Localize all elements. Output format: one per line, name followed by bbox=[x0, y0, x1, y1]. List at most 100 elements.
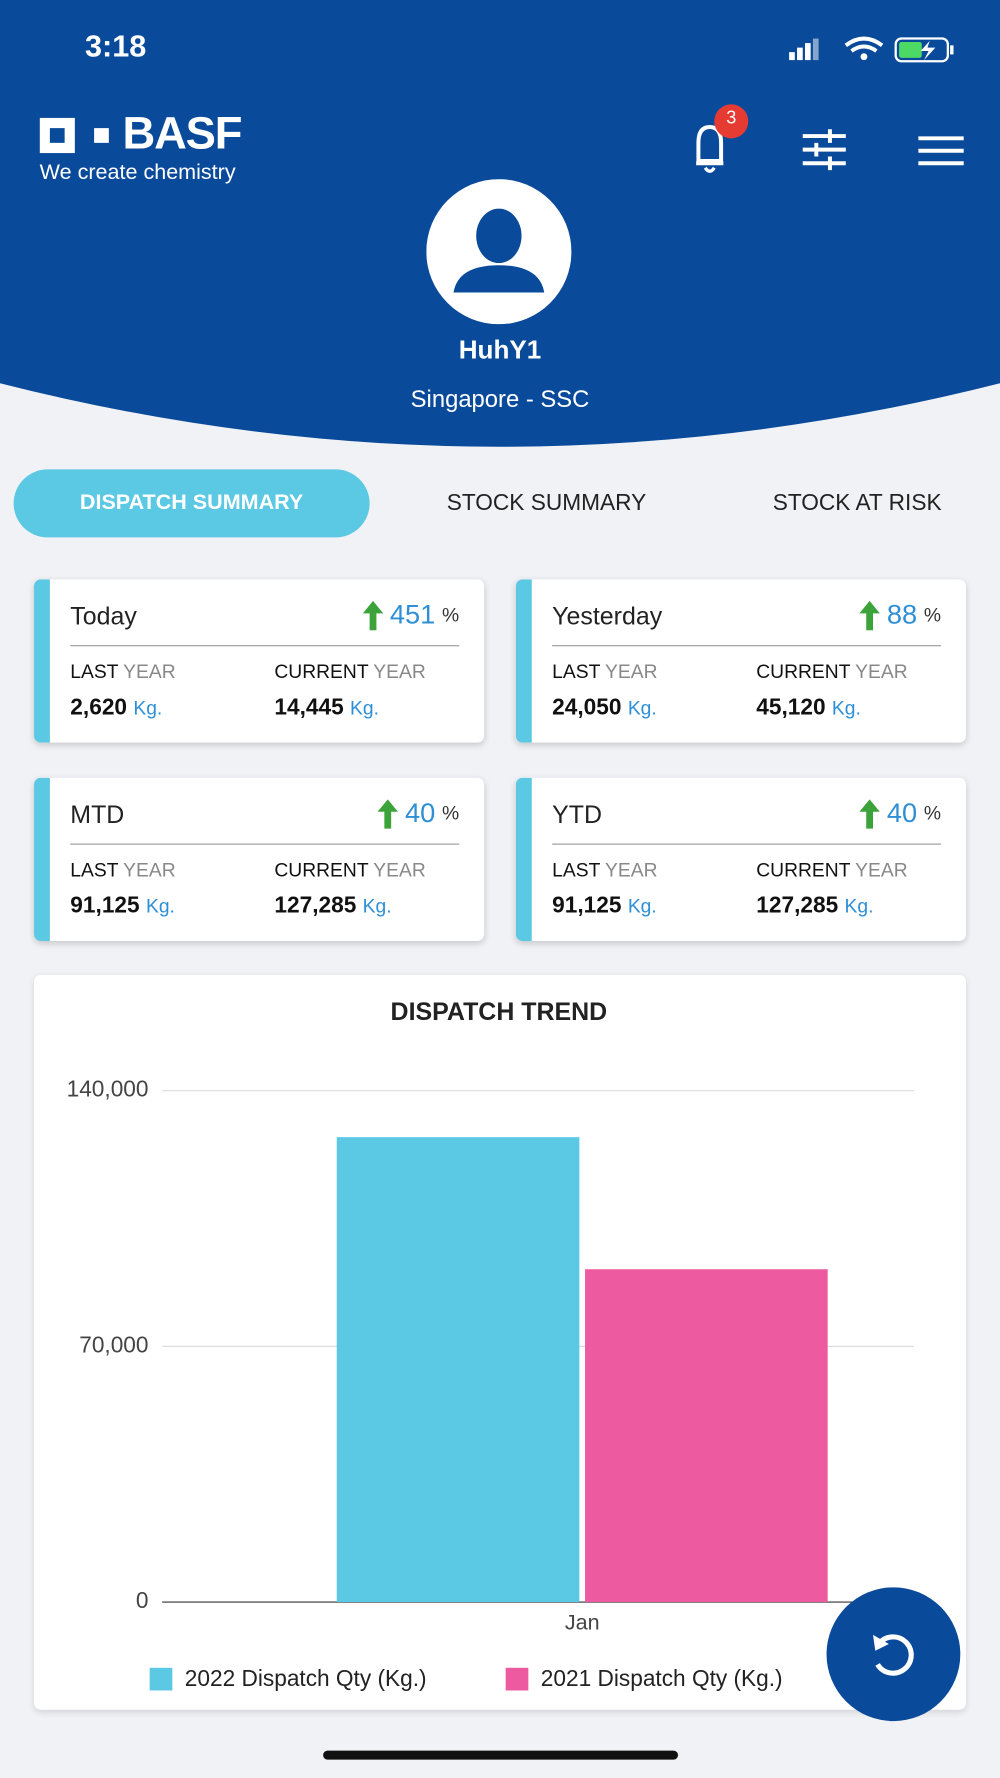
year-label: CURRENT YEAR bbox=[274, 661, 425, 684]
label-word: YEAR bbox=[373, 859, 426, 881]
refresh-button[interactable] bbox=[825, 1587, 961, 1723]
year-label: CURRENT YEAR bbox=[756, 859, 907, 882]
year-value: 127,285 Kg. bbox=[756, 893, 873, 919]
legend-label: 2022 Dispatch Qty (Kg.) bbox=[185, 1665, 427, 1691]
card-change: 40% bbox=[377, 798, 460, 830]
summary-card[interactable]: Yesterday 88% LAST YEAR 24,050 Kg. CURRENT Y… bbox=[515, 579, 966, 743]
qty: 24,050 bbox=[552, 695, 622, 720]
logo-tagline: We create chemistry bbox=[39, 160, 236, 185]
qty-unit: Kg. bbox=[145, 895, 175, 918]
year-label: LAST YEAR bbox=[70, 859, 175, 882]
home-indicator bbox=[323, 1750, 679, 1760]
tab[interactable]: STOCK SUMMARY bbox=[446, 490, 647, 516]
label-word: YEAR bbox=[123, 660, 176, 683]
change-value: 88 bbox=[886, 599, 918, 631]
change-unit: % bbox=[442, 604, 460, 626]
bar bbox=[336, 1137, 580, 1603]
change-unit: % bbox=[923, 802, 942, 825]
qty: 127,285 bbox=[274, 893, 357, 919]
change-unit: % bbox=[923, 604, 942, 626]
card-accent bbox=[515, 777, 532, 942]
qty-unit: Kg. bbox=[627, 895, 657, 918]
chart: DISPATCH TREND 0 70,000 140,000 Jan 2022 Dis… bbox=[67, 998, 914, 1691]
summary-card[interactable]: YTD 40% LAST YEAR 91,125 Kg. CURRENT YEAR 127… bbox=[515, 777, 966, 942]
qty: 91,125 bbox=[552, 893, 622, 919]
menu-button[interactable] bbox=[916, 134, 966, 168]
label-word: CURRENT bbox=[756, 859, 851, 881]
label-word: LAST bbox=[552, 660, 601, 683]
legend-swatch bbox=[505, 1667, 529, 1691]
label-word: CURRENT bbox=[274, 660, 369, 683]
label-word: LAST bbox=[70, 859, 119, 881]
year-label: LAST YEAR bbox=[552, 661, 657, 684]
user-location: Singapore - SSC bbox=[410, 386, 590, 413]
qty-unit: Kg. bbox=[133, 697, 163, 719]
qty: 45,120 bbox=[756, 695, 826, 720]
qty-unit: Kg. bbox=[350, 697, 379, 719]
filter-button[interactable] bbox=[800, 127, 850, 172]
change-unit: % bbox=[442, 802, 460, 825]
notification-badge: 3 bbox=[726, 108, 737, 129]
legend-swatch bbox=[149, 1667, 173, 1691]
card-change: 451% bbox=[362, 599, 460, 632]
card-divider bbox=[552, 843, 942, 845]
year-value: 91,125 Kg. bbox=[70, 893, 175, 919]
label-word: LAST bbox=[70, 660, 119, 683]
y-tick-label: 0 bbox=[136, 1587, 149, 1613]
label-word: YEAR bbox=[123, 859, 176, 881]
avatar[interactable] bbox=[426, 179, 572, 325]
year-label: CURRENT YEAR bbox=[756, 661, 907, 684]
notification-button[interactable] bbox=[680, 104, 771, 183]
y-tick-label: 70,000 bbox=[79, 1331, 148, 1357]
label-word: CURRENT bbox=[274, 859, 369, 881]
status-time: 3:18 bbox=[85, 29, 147, 64]
label-word: YEAR bbox=[605, 859, 658, 881]
status-icons bbox=[789, 36, 954, 63]
qty-unit: Kg. bbox=[362, 895, 392, 918]
tab[interactable]: STOCK AT RISK bbox=[772, 490, 942, 516]
card-divider bbox=[70, 843, 460, 845]
card-accent bbox=[34, 777, 50, 942]
y-tick-label: 140,000 bbox=[67, 1076, 149, 1102]
card-title: MTD bbox=[70, 800, 125, 829]
card-title: YTD bbox=[552, 800, 603, 829]
card-change: 40% bbox=[859, 798, 942, 830]
label-word: LAST bbox=[552, 859, 601, 881]
card-title: Today bbox=[70, 602, 137, 631]
qty: 127,285 bbox=[756, 893, 839, 919]
year-value: 91,125 Kg. bbox=[552, 893, 657, 919]
label-word: CURRENT bbox=[756, 660, 851, 683]
label-word: YEAR bbox=[855, 859, 908, 881]
up-arrow bbox=[859, 799, 881, 829]
change-value: 40 bbox=[886, 798, 918, 829]
up-arrow bbox=[362, 600, 384, 631]
summary-card[interactable]: MTD 40% LAST YEAR 91,125 Kg. CURRENT YEAR 127… bbox=[34, 777, 485, 942]
qty-unit: Kg. bbox=[627, 697, 657, 719]
year-value: 2,620 Kg. bbox=[70, 695, 162, 721]
label-word: YEAR bbox=[605, 660, 658, 683]
chart-title: DISPATCH TREND bbox=[391, 998, 608, 1026]
year-value: 45,120 Kg. bbox=[756, 695, 861, 721]
summary-card[interactable]: Today 451% LAST YEAR 2,620 Kg. CURRENT YEAR 1… bbox=[34, 579, 485, 743]
qty: 91,125 bbox=[70, 893, 140, 919]
qty-unit: Kg. bbox=[844, 895, 874, 918]
up-arrow bbox=[859, 600, 881, 631]
card-divider bbox=[70, 645, 460, 647]
year-label: LAST YEAR bbox=[552, 859, 657, 882]
user-name: HuhY1 bbox=[458, 334, 542, 364]
qty: 2,620 bbox=[70, 695, 128, 720]
change-value: 40 bbox=[404, 798, 436, 829]
tab-active[interactable]: DISPATCH SUMMARY bbox=[13, 469, 370, 538]
year-value: 24,050 Kg. bbox=[552, 695, 657, 721]
card-divider bbox=[552, 645, 942, 647]
x-tick-label: Jan bbox=[565, 1610, 600, 1634]
card-title: Yesterday bbox=[552, 602, 663, 631]
bar bbox=[585, 1269, 828, 1603]
year-label: LAST YEAR bbox=[70, 661, 175, 684]
year-value: 14,445 Kg. bbox=[274, 695, 379, 721]
change-value: 451 bbox=[389, 599, 436, 631]
card-accent bbox=[34, 579, 50, 743]
qty-unit: Kg. bbox=[831, 697, 861, 719]
